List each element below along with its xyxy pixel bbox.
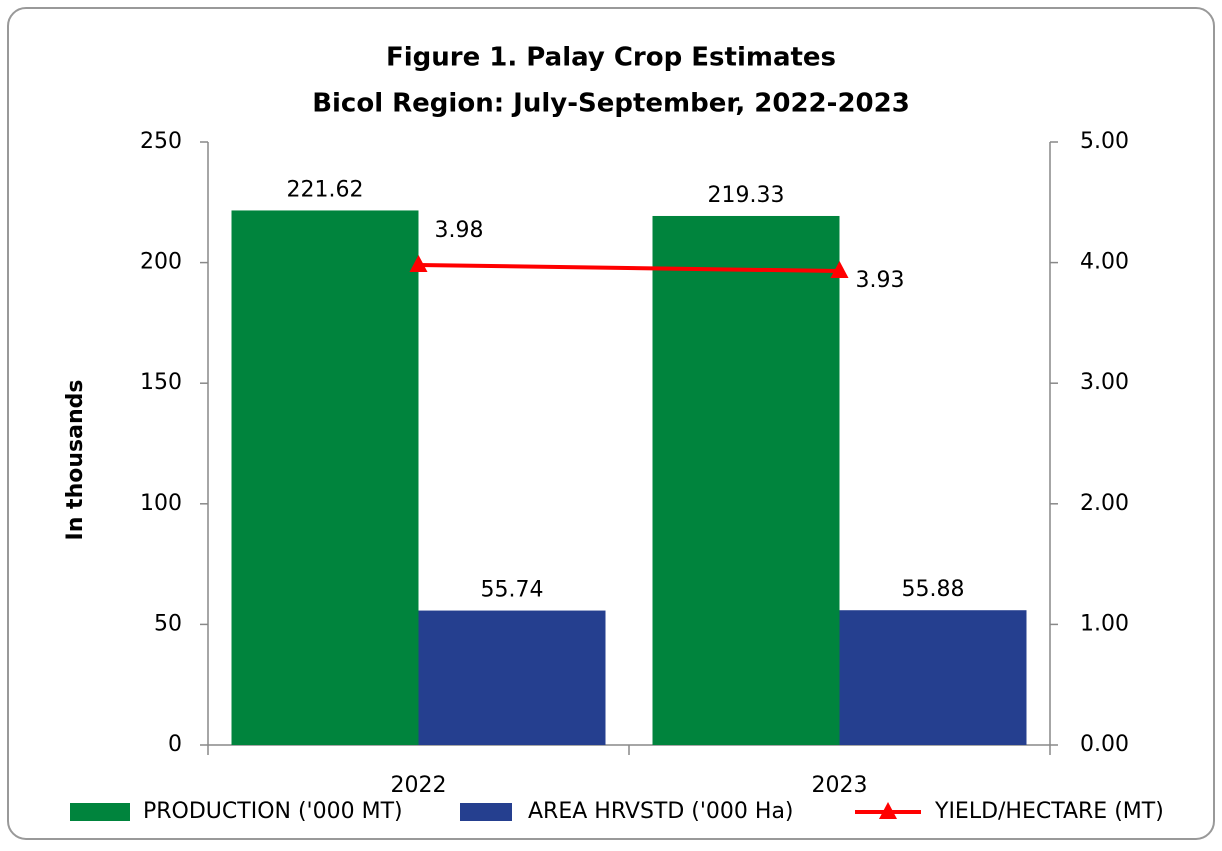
data-label: 3.98 xyxy=(435,218,484,243)
chart-border xyxy=(7,7,1215,840)
legend-label: AREA HRVSTD ('000 Ha) xyxy=(528,799,794,824)
line-marker xyxy=(409,255,428,273)
legend-label: YIELD/HECTARE (MT) xyxy=(934,799,1164,824)
y-tick-label: 250 xyxy=(140,129,182,154)
bar xyxy=(418,610,606,745)
legend-label: PRODUCTION ('000 MT) xyxy=(143,799,403,824)
y-tick-label: 50 xyxy=(154,611,182,636)
y2-tick-label: 2.00 xyxy=(1080,491,1129,516)
legend-marker xyxy=(879,802,897,819)
line xyxy=(418,263,840,274)
x-tick-label: 2023 xyxy=(812,773,868,798)
y-axis-label: In thousands xyxy=(63,380,88,541)
chart-title: Figure 1. Palay Crop Estimates xyxy=(386,43,836,73)
data-label: 55.74 xyxy=(481,578,544,603)
data-label: 221.62 xyxy=(287,177,364,202)
bar xyxy=(839,610,1027,745)
y2-tick-label: 0.00 xyxy=(1080,732,1129,757)
y2-tick-label: 1.00 xyxy=(1080,611,1129,636)
y2-tick-label: 3.00 xyxy=(1080,370,1129,395)
data-label: 3.93 xyxy=(856,268,905,293)
y-tick-label: 100 xyxy=(140,491,182,516)
data-label: 219.33 xyxy=(708,183,785,208)
x-tick-label: 2022 xyxy=(391,773,447,798)
y2-tick-label: 4.00 xyxy=(1080,250,1129,275)
bar xyxy=(652,215,840,745)
legend-swatch xyxy=(460,803,512,821)
y2-tick-label: 5.00 xyxy=(1080,129,1129,154)
chart-subtitle: Bicol Region: July-September, 2022-2023 xyxy=(312,89,910,119)
y-tick-label: 0 xyxy=(168,732,182,757)
data-label: 55.88 xyxy=(902,577,965,602)
y-tick-label: 200 xyxy=(140,250,182,275)
y-tick-label: 150 xyxy=(140,370,182,395)
line-marker xyxy=(830,261,849,279)
legend-swatch xyxy=(70,803,130,821)
bar xyxy=(231,210,419,745)
